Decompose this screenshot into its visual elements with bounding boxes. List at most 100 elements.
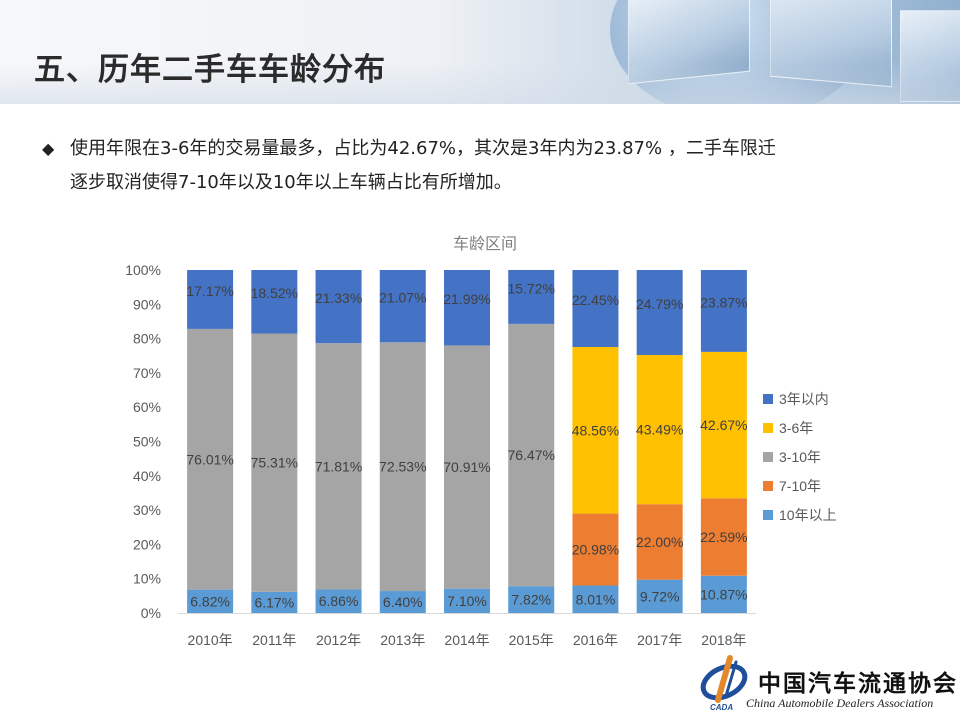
y-tick-label: 70% <box>133 365 161 381</box>
legend-swatch <box>763 423 773 433</box>
bar-segment <box>700 270 747 352</box>
data-label: 6.17% <box>254 594 294 610</box>
data-label: 7.10% <box>447 593 487 609</box>
data-label: 9.72% <box>640 588 680 604</box>
y-tick-label: 40% <box>133 468 161 484</box>
data-label: 71.81% <box>315 458 362 474</box>
bar-segment <box>572 585 619 613</box>
legend-label: 3-10年 <box>779 449 821 465</box>
data-label: 72.53% <box>379 459 426 475</box>
data-label: 42.67% <box>700 417 747 433</box>
y-tick-label: 90% <box>133 296 161 312</box>
data-label: 76.47% <box>507 447 554 463</box>
x-tick-label: 2010年 <box>188 632 233 648</box>
data-label: 43.49% <box>636 422 683 438</box>
y-tick-label: 50% <box>133 434 161 450</box>
data-label: 22.59% <box>700 529 747 545</box>
bar-segment <box>572 513 619 586</box>
bar-segment <box>444 588 490 613</box>
bar-segment <box>508 586 555 613</box>
bar-segment <box>636 270 683 356</box>
legend-swatch <box>763 481 773 491</box>
x-tick-label: 2016年 <box>573 632 618 648</box>
bar-segment <box>700 575 747 613</box>
data-label: 6.86% <box>319 593 359 609</box>
data-label: 21.99% <box>443 291 490 307</box>
bar-segment <box>508 269 555 324</box>
diamond-bullet-icon: ◆ <box>42 139 55 158</box>
x-tick-label: 2017年 <box>637 632 682 648</box>
bar-segment <box>508 323 555 587</box>
bar-segment <box>379 270 426 343</box>
bar-segment <box>315 270 362 344</box>
data-label: 20.98% <box>572 542 619 558</box>
data-label: 21.07% <box>379 290 426 306</box>
data-label: 48.56% <box>572 422 619 438</box>
bar-segment <box>444 270 490 346</box>
bar-segment <box>379 591 426 613</box>
data-label: 76.01% <box>186 451 233 467</box>
association-name-cn: 中国汽车流通协会 <box>758 670 958 697</box>
data-label: 22.45% <box>572 292 619 308</box>
association-name-en: China Automobile Dealers Association <box>746 696 934 710</box>
bar-segment <box>636 355 683 505</box>
bullet-line-2: 逐步取消使得7-10年以及10年以上车辆占比有所增加。 <box>70 172 512 193</box>
legend-label: 10年以上 <box>779 507 837 523</box>
bar-segment <box>636 579 683 613</box>
header-shade <box>0 0 960 104</box>
cada-logo-label: CADA <box>710 703 734 712</box>
y-tick-label: 100% <box>125 262 161 278</box>
legend-label: 7-10年 <box>779 478 821 494</box>
bar-segment <box>572 270 619 348</box>
bar-segment <box>700 351 747 499</box>
slide-title: 五、历年二手车车龄分布 <box>34 52 386 88</box>
legend-swatch <box>763 394 773 404</box>
y-tick-label: 10% <box>133 571 161 587</box>
x-tick-label: 2015年 <box>509 632 554 648</box>
y-tick-label: 0% <box>141 605 161 621</box>
bar-segment <box>315 589 362 613</box>
bar-segment <box>251 591 298 613</box>
legend-label: 3-6年 <box>779 420 813 436</box>
bar-segment <box>572 347 619 514</box>
bar-segment <box>251 333 298 592</box>
bar-segment <box>315 343 362 590</box>
data-label: 6.82% <box>190 593 230 609</box>
legend-swatch <box>763 510 773 520</box>
bar-segment <box>187 328 234 590</box>
bar-segment <box>379 342 426 592</box>
x-tick-label: 2018年 <box>701 632 746 648</box>
y-tick-label: 80% <box>133 331 161 347</box>
data-label: 7.82% <box>511 592 551 608</box>
bar-segment <box>187 270 234 329</box>
header-banner <box>0 0 960 104</box>
bullet-text: 使用年限在3-6年的交易量最多，占比为42.67%，其次是3年内为23.87% … <box>70 132 900 200</box>
chart-title: 车龄区间 <box>453 235 517 253</box>
data-label: 15.72% <box>507 280 554 296</box>
data-label: 10.87% <box>700 586 747 602</box>
x-tick-label: 2013年 <box>380 632 425 648</box>
x-tick-label: 2014年 <box>444 632 489 648</box>
bar-segment <box>251 270 298 334</box>
bar-segment <box>700 498 747 576</box>
data-label: 75.31% <box>251 455 298 471</box>
data-label: 22.00% <box>636 534 683 550</box>
y-tick-label: 60% <box>133 399 161 415</box>
y-tick-label: 20% <box>133 536 161 552</box>
bar-segment <box>636 504 683 580</box>
x-tick-label: 2012年 <box>316 632 361 648</box>
data-label: 17.17% <box>186 283 233 299</box>
legend-label: 3年以内 <box>779 391 829 407</box>
data-label: 24.79% <box>636 296 683 312</box>
data-label: 8.01% <box>576 591 616 607</box>
cada-logo-mark <box>700 655 748 703</box>
y-tick-label: 30% <box>133 502 161 518</box>
data-label: 18.52% <box>251 285 298 301</box>
legend-swatch <box>763 452 773 462</box>
data-label: 6.40% <box>383 594 423 610</box>
bar-segment <box>444 345 490 589</box>
data-label: 70.91% <box>443 459 490 475</box>
data-label: 21.33% <box>315 290 362 306</box>
bar-segment <box>187 589 234 613</box>
